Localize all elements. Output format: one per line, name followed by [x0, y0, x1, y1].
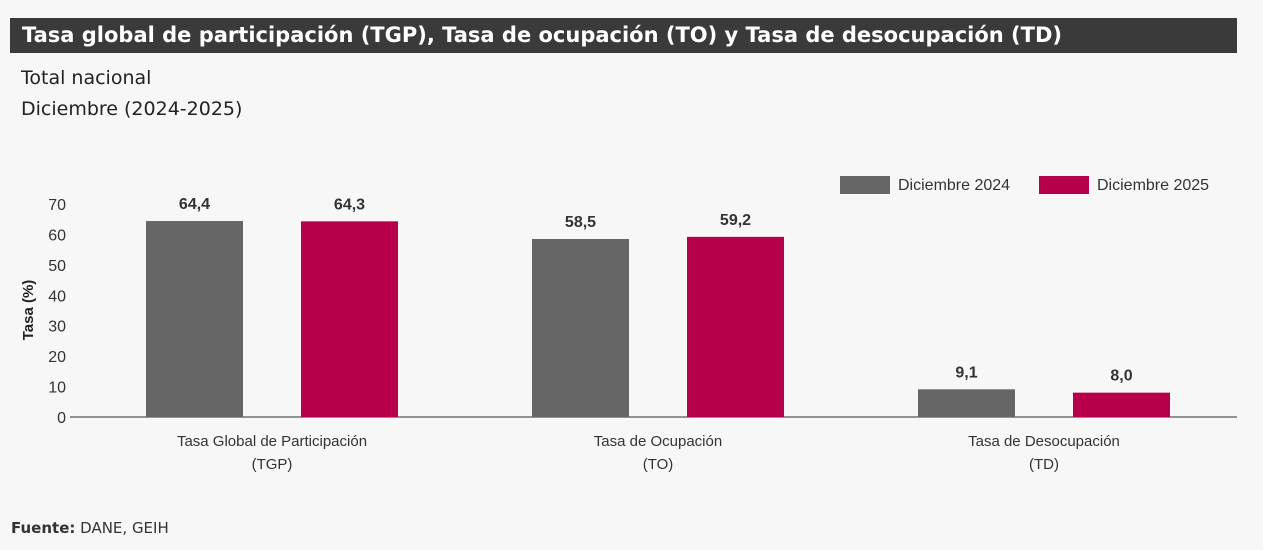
data-label: 64,3	[334, 196, 365, 213]
data-label: 9,1	[955, 364, 977, 381]
bar-2025	[1073, 392, 1170, 417]
bar-2025	[301, 221, 398, 417]
x-tick-label: Tasa de Desocupación	[968, 433, 1120, 450]
bar-2024	[918, 389, 1015, 417]
legend-label: Diciembre 2024	[898, 177, 1010, 194]
bar-2024	[532, 238, 629, 417]
data-label: 8,0	[1110, 368, 1132, 385]
y-tick-label: 30	[48, 319, 66, 336]
chart-header: Tasa global de participación (TGP), Tasa…	[10, 18, 1237, 53]
data-label: 64,4	[179, 196, 210, 213]
source-note: Fuente: DANE, GEIH	[11, 519, 169, 537]
y-tick-label: 50	[48, 258, 66, 275]
y-tick-label: 20	[48, 349, 66, 366]
y-tick-label: 10	[48, 380, 66, 397]
data-label: 59,2	[720, 212, 751, 229]
bar-2024	[146, 221, 243, 417]
y-tick-label: 60	[48, 227, 66, 244]
source-value: DANE, GEIH	[80, 519, 169, 537]
x-tick-label-abbrev: (TO)	[643, 456, 674, 473]
legend-label: Diciembre 2025	[1097, 177, 1209, 194]
legend-swatch	[1039, 176, 1089, 194]
x-tick-label: Tasa de Ocupación	[594, 433, 722, 450]
legend-swatch	[840, 176, 890, 194]
x-tick-label-abbrev: (TGP)	[252, 456, 293, 473]
subtitle-period: Diciembre (2024-2025)	[21, 98, 243, 120]
y-tick-label: 0	[57, 410, 66, 427]
y-tick-label: 40	[48, 288, 66, 305]
data-label: 58,5	[565, 214, 596, 231]
subtitle-region: Total nacional	[21, 67, 152, 89]
source-label: Fuente:	[11, 519, 76, 537]
y-tick-label: 70	[48, 197, 66, 214]
bar-2025	[687, 236, 784, 417]
y-axis-label: Tasa (%)	[20, 280, 37, 341]
x-tick-label: Tasa Global de Participación	[177, 433, 367, 450]
x-tick-label-abbrev: (TD)	[1029, 456, 1059, 473]
